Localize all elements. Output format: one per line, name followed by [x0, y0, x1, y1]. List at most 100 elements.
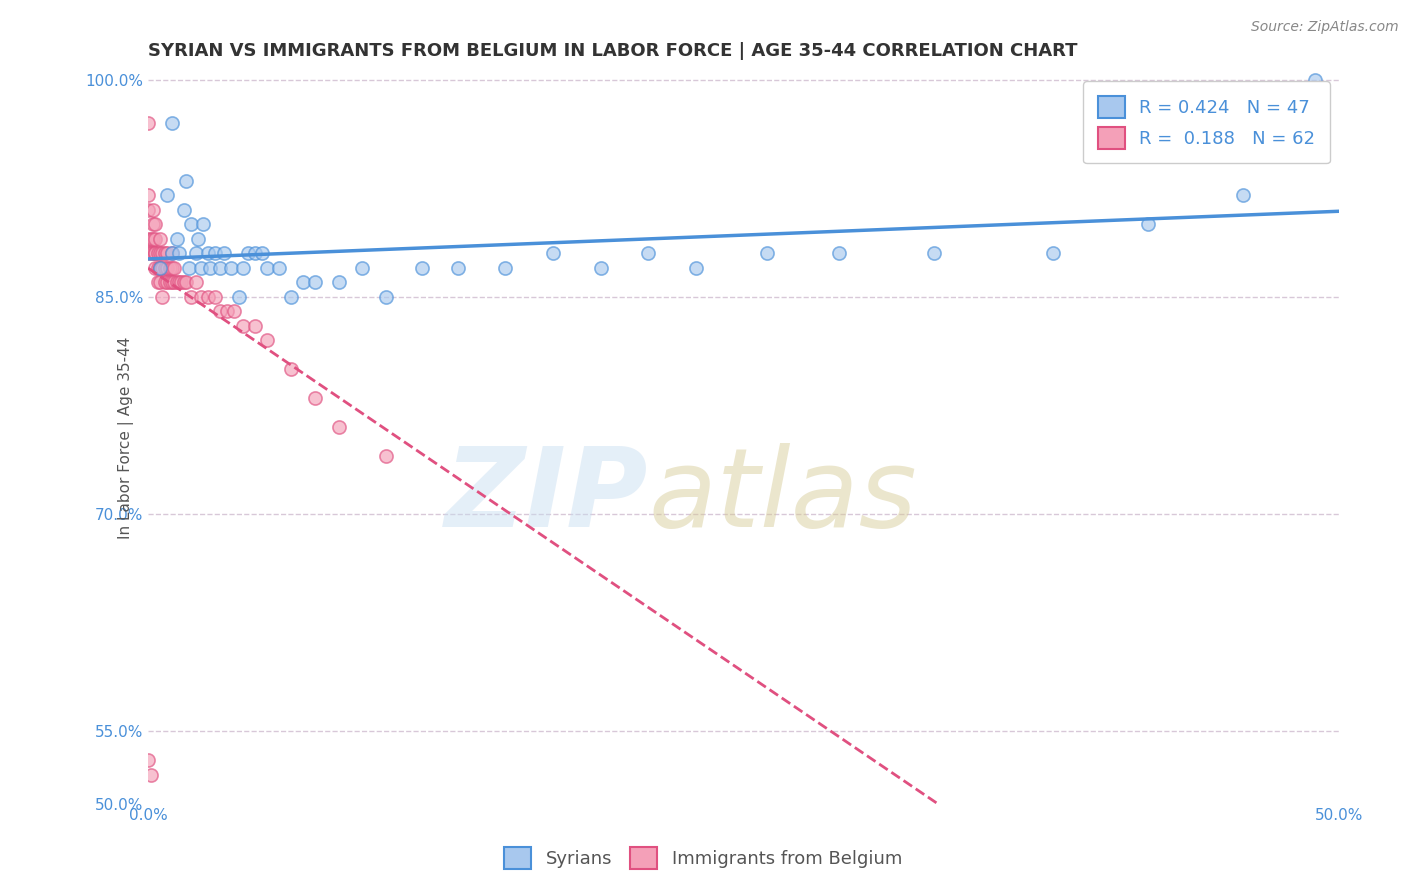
Point	[177, 260, 200, 275]
Point	[198, 260, 221, 275]
Point	[142, 218, 165, 232]
Point	[190, 290, 212, 304]
Point	[143, 246, 166, 260]
Point	[160, 246, 183, 260]
Point	[152, 246, 174, 260]
Point	[184, 246, 207, 260]
Point	[149, 246, 172, 260]
Point	[142, 232, 165, 246]
Point	[221, 260, 243, 275]
Point	[160, 246, 183, 260]
Point	[589, 260, 612, 275]
Point	[222, 304, 245, 318]
Point	[139, 767, 162, 781]
Text: ZIP: ZIP	[444, 443, 648, 550]
Legend: R = 0.424   N = 47, R =  0.188   N = 62: R = 0.424 N = 47, R = 0.188 N = 62	[1083, 81, 1330, 163]
Point	[541, 246, 564, 260]
Y-axis label: In Labor Force | Age 35-44: In Labor Force | Age 35-44	[118, 337, 134, 539]
Point	[280, 362, 302, 376]
Point	[197, 290, 219, 304]
Point	[269, 260, 291, 275]
Point	[304, 391, 326, 405]
Point	[232, 318, 254, 333]
Point	[256, 260, 278, 275]
Point	[187, 232, 209, 246]
Point	[166, 232, 188, 246]
Point	[827, 246, 849, 260]
Point	[184, 276, 207, 290]
Point	[160, 276, 183, 290]
Point	[153, 276, 176, 290]
Point	[143, 246, 166, 260]
Point	[160, 260, 183, 275]
Point	[149, 232, 172, 246]
Point	[159, 260, 181, 275]
Point	[232, 260, 254, 275]
Point	[156, 276, 179, 290]
Point	[174, 276, 197, 290]
Point	[146, 246, 169, 260]
Point	[143, 218, 166, 232]
Point	[215, 304, 238, 318]
Point	[1303, 72, 1326, 87]
Point	[167, 276, 190, 290]
Point	[208, 260, 231, 275]
Point	[149, 260, 172, 275]
Point	[159, 276, 181, 290]
Point	[163, 260, 186, 275]
Point	[245, 246, 267, 260]
Point	[252, 246, 274, 260]
Point	[146, 260, 169, 275]
Point	[149, 260, 172, 275]
Point	[153, 246, 176, 260]
Point	[136, 116, 159, 130]
Point	[139, 232, 162, 246]
Point	[637, 246, 659, 260]
Point	[494, 260, 516, 275]
Point	[156, 188, 179, 202]
Point	[204, 246, 226, 260]
Point	[156, 246, 179, 260]
Point	[1137, 218, 1160, 232]
Point	[447, 260, 470, 275]
Point	[156, 260, 179, 275]
Legend: Syrians, Immigrants from Belgium: Syrians, Immigrants from Belgium	[495, 838, 911, 879]
Point	[352, 260, 374, 275]
Point	[136, 753, 159, 767]
Point	[375, 449, 398, 463]
Point	[1232, 188, 1254, 202]
Point	[143, 232, 166, 246]
Point	[143, 260, 166, 275]
Point	[1042, 246, 1064, 260]
Point	[174, 174, 197, 188]
Point	[142, 202, 165, 217]
Point	[146, 276, 169, 290]
Point	[375, 290, 398, 304]
Point	[136, 232, 159, 246]
Point	[228, 290, 250, 304]
Point	[173, 202, 195, 217]
Point	[191, 218, 214, 232]
Point	[304, 276, 326, 290]
Point	[756, 246, 779, 260]
Point	[139, 246, 162, 260]
Text: Source: ZipAtlas.com: Source: ZipAtlas.com	[1251, 20, 1399, 34]
Point	[180, 290, 202, 304]
Point	[142, 246, 165, 260]
Point	[204, 290, 226, 304]
Point	[153, 260, 176, 275]
Point	[411, 260, 433, 275]
Point	[180, 218, 202, 232]
Point	[280, 290, 302, 304]
Point	[136, 246, 159, 260]
Point	[197, 246, 219, 260]
Point	[238, 246, 260, 260]
Point	[170, 276, 193, 290]
Point	[136, 188, 159, 202]
Point	[685, 260, 707, 275]
Point	[160, 116, 183, 130]
Point	[922, 246, 945, 260]
Point	[149, 276, 172, 290]
Point	[166, 276, 188, 290]
Point	[149, 260, 172, 275]
